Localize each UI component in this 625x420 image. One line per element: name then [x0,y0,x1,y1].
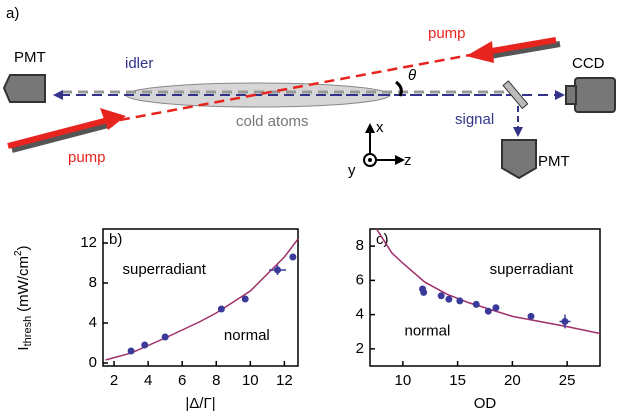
plot-frame [369,228,601,367]
ccd [574,77,616,113]
y-tick-label: 2 [356,340,364,357]
y-axis-label: Ithresh (mW/cm2) [13,245,34,350]
x-tick-label: 10 [242,372,259,389]
diagram: a) PMT idler pump pump cold atoms θ CCD … [2,5,616,180]
panel-label: a) [6,5,19,22]
pump-line [119,53,471,122]
x-tick-label: 6 [178,372,186,389]
x-tick-label: 2 [110,372,118,389]
x-tick-label: 20 [504,372,521,389]
label: θ [408,67,416,84]
data-point [437,292,445,300]
y-tick-label: 4 [356,306,364,323]
data-point [161,333,169,341]
plot-frame [102,228,299,367]
label: idler [125,55,153,72]
x-tick-label: 8 [212,372,220,389]
label: z [404,152,412,169]
annotation: normal [224,327,270,344]
data-point [445,295,453,303]
beam-splitter [502,80,529,110]
y-tick-label: 6 [356,271,364,288]
pump-arrow [7,117,109,149]
data-point [420,288,428,296]
label: signal [455,111,494,128]
y-label-part: I [15,346,32,350]
label: y [348,162,356,179]
y-tick-label: 8 [89,274,97,291]
x-axis-label: |Δ/Γ| [185,395,215,412]
x-tick-label: 4 [144,372,152,389]
annotation: superradiant [123,261,207,278]
label: CCD [572,55,605,72]
pump-head [100,108,126,130]
data-point [484,307,492,315]
fit-curve [375,228,601,335]
annotation: normal [405,323,451,340]
data-point [456,297,464,305]
pmt-bottom [501,139,537,180]
axis-y-dot [368,158,372,162]
fit-curve [105,238,299,361]
y-label-part: thresh [22,316,34,347]
data-point [527,312,535,320]
x-tick-label: 25 [559,372,576,389]
pump-arrow [485,37,557,55]
ccd-lens [565,85,577,105]
data-point [561,317,569,325]
angle-arc [395,80,403,97]
x-tick-label: 12 [276,372,293,389]
y-tick-label: 8 [356,237,364,254]
pmt-left [2,74,46,103]
y-label-part: (mW/cm [15,256,32,312]
data-point [289,253,297,261]
panel-label: b) [109,231,122,248]
data-point [217,305,225,313]
data-point [141,341,149,349]
x-tick-label: 10 [395,372,412,389]
y-tick-label: 0 [89,354,97,371]
data-point [274,266,282,274]
y-label-part: 2 [13,250,24,256]
x-axis-label: OD [474,395,497,412]
label: pump [428,25,466,42]
data-point [492,304,500,312]
label: pump [68,149,106,166]
label: x [376,119,384,136]
annotation: superradiant [490,261,574,278]
pump-shadow [489,41,561,59]
pump-shadow [11,121,113,153]
y-tick-label: 12 [80,234,97,251]
label: PMT [14,49,46,66]
y-label-part: ) [15,245,32,250]
data-point [241,295,249,303]
label: PMT [538,153,570,170]
label: cold atoms [236,113,309,130]
pump-head [466,41,494,63]
x-tick-label: 15 [449,372,466,389]
y-tick-label: 4 [89,314,97,331]
data-point [127,347,135,355]
data-point [472,300,480,308]
